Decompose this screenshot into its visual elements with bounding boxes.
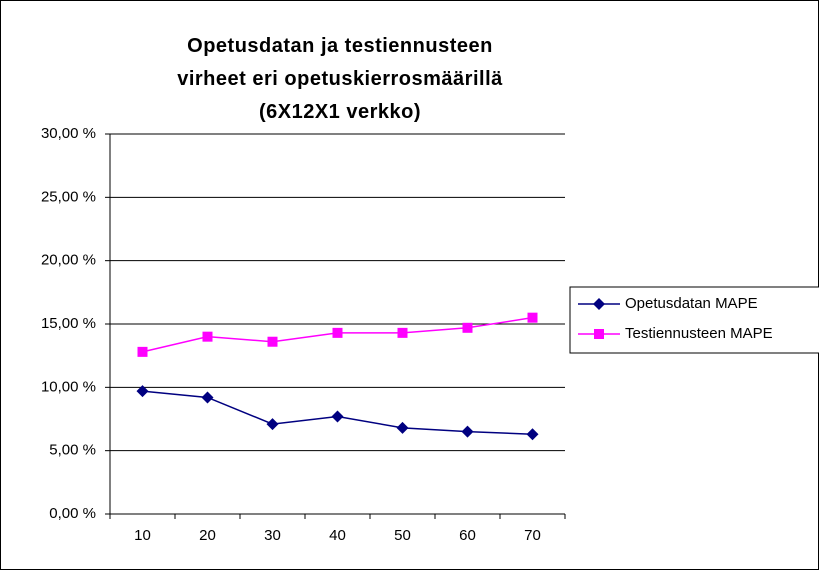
marker — [332, 327, 343, 338]
x-tick-label: 60 — [459, 527, 476, 544]
marker — [201, 391, 214, 404]
marker — [331, 410, 344, 423]
marker — [396, 421, 409, 434]
marker — [397, 327, 408, 338]
y-tick-label: 30,00 % — [41, 125, 96, 142]
y-tick-label: 0,00 % — [49, 505, 96, 522]
marker — [461, 425, 474, 438]
x-tick-label: 10 — [134, 527, 151, 544]
marker — [594, 329, 604, 339]
chart-title: Opetusdatan ja testiennusteen virheet er… — [177, 35, 503, 123]
marker — [527, 312, 538, 323]
x-tick-label: 40 — [329, 527, 346, 544]
x-tick-label: 20 — [199, 527, 216, 544]
marker — [202, 331, 213, 342]
marker — [462, 322, 473, 333]
y-tick-label: 5,00 % — [49, 442, 96, 459]
legend-label: Testiennusteen MAPE — [625, 325, 773, 342]
legend-box — [569, 286, 819, 354]
marker — [526, 428, 539, 441]
legend-label: Opetusdatan MAPE — [625, 295, 758, 312]
y-tick-label: 20,00 % — [41, 252, 96, 269]
marker — [136, 385, 149, 398]
marker — [593, 298, 605, 310]
x-tick-label: 70 — [524, 527, 541, 544]
marker — [137, 346, 148, 357]
y-tick-label: 10,00 % — [41, 378, 96, 395]
marker — [267, 336, 278, 347]
x-tick-label: 30 — [264, 527, 281, 544]
x-tick-label: 50 — [394, 527, 411, 544]
y-tick-label: 15,00 % — [41, 315, 96, 332]
y-tick-label: 25,00 % — [41, 188, 96, 205]
marker — [266, 418, 279, 431]
